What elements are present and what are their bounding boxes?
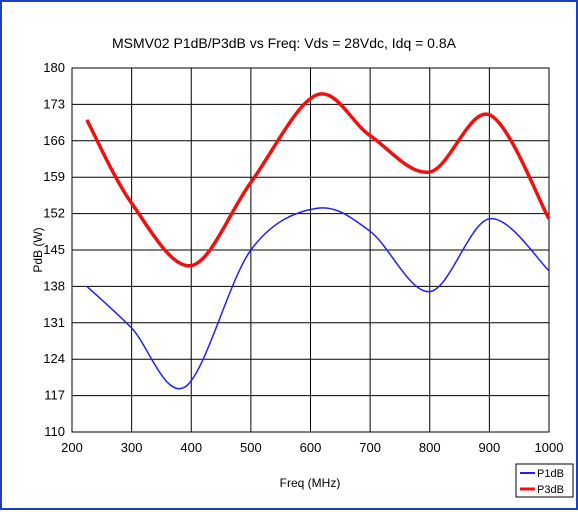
data-point-p1db	[548, 270, 550, 272]
data-point-p1db	[184, 386, 186, 388]
data-point-p3db	[86, 119, 88, 121]
series-line-p3db	[85, 92, 551, 268]
data-point-p1db	[131, 327, 133, 329]
y-tick-label: 131	[43, 315, 65, 330]
y-tick-label: 152	[43, 206, 65, 221]
data-point-p1db	[316, 207, 317, 209]
legend-box	[515, 463, 574, 498]
x-tick-label: 700	[359, 440, 381, 455]
y-tick-label: 180	[43, 60, 65, 75]
data-point-p3db	[429, 171, 431, 173]
x-tick-label: 200	[61, 440, 83, 455]
x-axis-label: Freq (MHz)	[280, 476, 341, 490]
plot-area-border	[71, 67, 550, 433]
y-tick-label: 159	[43, 169, 65, 184]
x-tick-label: 600	[300, 440, 322, 455]
y-tick-label: 124	[43, 351, 65, 366]
y-tick-label: 110	[44, 424, 65, 439]
data-point-p1db	[369, 230, 371, 232]
x-tick-label: 400	[180, 440, 202, 455]
data-point-p3db	[131, 202, 133, 204]
data-point-p3db	[488, 114, 490, 116]
y-tick-label: 166	[43, 133, 65, 148]
x-tick-label: 1000	[535, 440, 564, 455]
grid-lines	[72, 68, 549, 432]
y-axis-ticks: 180 173 166 159 152 145 138 131 124 117 110	[43, 60, 65, 439]
data-point-p1db	[86, 285, 88, 287]
y-tick-label: 117	[44, 388, 65, 403]
y-tick-label: 145	[43, 242, 65, 257]
legend-label-p1db: P1dB	[537, 468, 564, 480]
legend: P1dB P3dB	[515, 463, 574, 498]
x-tick-label: 800	[419, 440, 441, 455]
data-point-p3db	[369, 135, 371, 137]
y-tick-label: 138	[43, 278, 65, 293]
data-point-p3db	[316, 94, 317, 96]
x-tick-label: 500	[240, 440, 262, 455]
x-tick-label: 300	[121, 440, 143, 455]
x-axis-ticks: 200 300 400 500 600 700 800 900 1000	[61, 440, 563, 455]
series-lines	[85, 92, 551, 390]
y-tick-label: 173	[43, 96, 65, 111]
data-point-p3db	[190, 265, 192, 267]
y-axis-label: PdB (W)	[31, 227, 45, 272]
data-point-p1db	[250, 249, 252, 251]
series-line-p1db	[86, 207, 550, 390]
data-point-p3db	[250, 181, 252, 183]
data-point-p3db	[548, 218, 550, 220]
x-tick-label: 900	[479, 440, 501, 455]
data-point-p1db	[488, 218, 490, 220]
chart-title: MSMV02 P1dB/P3dB vs Freq: Vds = 28Vdc, I…	[112, 35, 457, 51]
data-point-p1db	[429, 291, 431, 293]
legend-label-p3db: P3dB	[537, 484, 564, 496]
